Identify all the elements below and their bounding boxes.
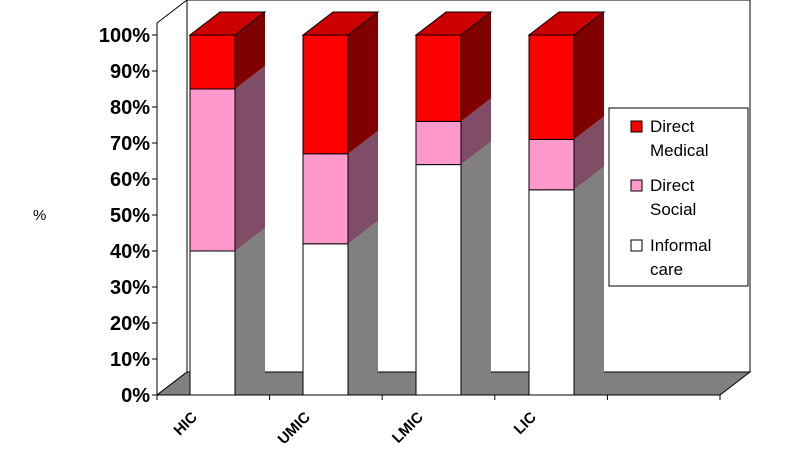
bar-side-direct-medical	[461, 12, 491, 122]
x-tick-label: LMIC	[389, 409, 427, 447]
y-tick-label: 80%	[110, 97, 150, 119]
bar-segment-informal-care	[189, 250, 236, 396]
y-tick-label: 10%	[110, 349, 150, 371]
bar-side-informal-care	[235, 228, 265, 395]
x-tick-label: UMIC	[275, 409, 314, 448]
bar-segment-direct-social	[415, 120, 462, 166]
bar-segment-informal-care	[415, 164, 462, 396]
bar-segment-direct-medical	[528, 34, 575, 140]
bar-segment-direct-social	[189, 88, 236, 252]
y-tick-label: 20%	[110, 313, 150, 335]
legend-entry-direct-medical: Direct Medical	[630, 117, 709, 160]
bar-segment-direct-social	[302, 153, 349, 245]
legend-label-informal-care-line1: Informal	[650, 236, 711, 255]
legend-label-direct-medical-line2: Medical	[650, 141, 709, 160]
bars	[188, 11, 606, 396]
bar-side-direct-social	[235, 66, 265, 251]
bar-side-informal-care	[461, 141, 491, 395]
bar-stack-hic	[188, 11, 267, 396]
bar-stack-lmic	[414, 11, 493, 396]
legend-label-informal-care-line2: care	[650, 260, 683, 279]
bar-top-direct-medical	[188, 11, 267, 36]
legend-swatch-direct-social	[630, 179, 643, 192]
legend-box	[608, 107, 749, 287]
bar-side-direct-medical	[574, 12, 604, 140]
bar-stack-lic	[527, 11, 606, 396]
legend-entry-direct-social: Direct Social	[630, 176, 696, 219]
bar-segment-direct-medical	[189, 34, 236, 90]
y-tick-label: 30%	[110, 277, 150, 299]
y-tick-label: 90%	[110, 61, 150, 83]
y-tick-label: 0%	[121, 385, 150, 407]
y-tick-label: 60%	[110, 169, 150, 191]
bar-segment-informal-care	[528, 189, 575, 396]
y-tick-label: 70%	[110, 133, 150, 155]
legend-entry-informal-care: Informal care	[630, 236, 711, 279]
bar-side-direct-social	[574, 116, 604, 190]
legend-label-direct-social-line2: Social	[650, 200, 696, 219]
bar-segment-direct-medical	[302, 34, 349, 155]
bar-side-direct-medical	[235, 12, 265, 89]
legend: Direct Medical Direct Social Informal ca…	[608, 107, 749, 287]
bar-top-direct-medical	[301, 11, 380, 36]
bar-top-direct-medical	[527, 11, 606, 36]
side-wall	[156, 0, 188, 397]
bar-segment-informal-care	[302, 243, 349, 396]
x-tick-label: HIC	[171, 409, 201, 439]
bar-side-direct-social	[461, 98, 491, 165]
legend-label-direct-medical-line1: Direct	[650, 117, 695, 136]
legend-label-direct-social-line1: Direct	[650, 176, 695, 195]
bar-top-direct-medical	[414, 11, 493, 36]
y-tick-labels: 0% 10% 20% 30% 40% 50% 60% 70% 80% 90% 100%	[99, 25, 150, 407]
legend-swatch-informal-care	[630, 239, 643, 252]
legend-swatch-direct-medical	[630, 120, 643, 133]
y-tick-label: 50%	[110, 205, 150, 227]
x-tick-labels: HIC UMIC LMIC LIC	[171, 409, 540, 448]
y-tick-label: 100%	[99, 25, 150, 47]
y-tick-label: 40%	[110, 241, 150, 263]
bar-segment-direct-medical	[415, 34, 462, 122]
bar-side-direct-social	[348, 130, 378, 244]
bar-segment-direct-social	[528, 138, 575, 191]
bar-stack-umic	[301, 11, 380, 396]
y-axis-label: %	[33, 207, 46, 224]
bar-side-informal-care	[348, 220, 378, 395]
bar-side-direct-medical	[348, 12, 378, 154]
x-tick-label: LIC	[511, 409, 540, 438]
bar-side-informal-care	[574, 166, 604, 395]
